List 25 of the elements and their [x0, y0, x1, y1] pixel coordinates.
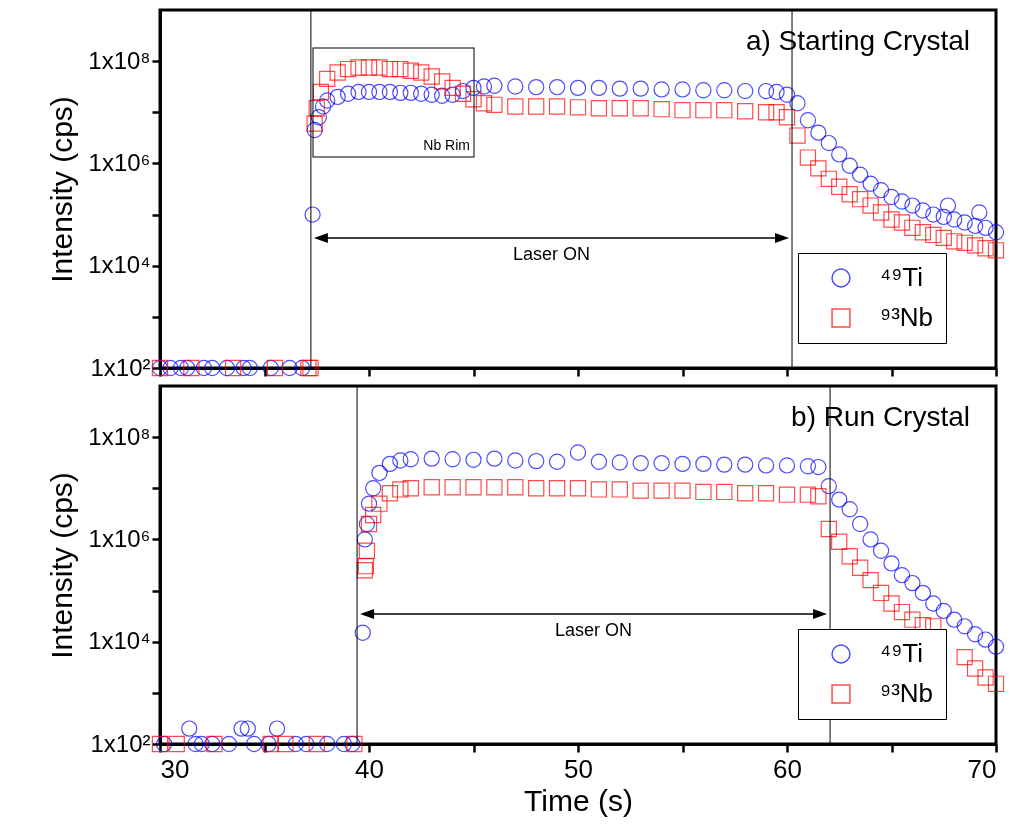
annotation: b) Run Crystal: [791, 401, 970, 432]
legend-label: ⁹³Nb: [880, 302, 934, 332]
y-tick-label: 1x10⁴: [88, 627, 151, 655]
y-tick-label: 1x10⁴: [88, 251, 151, 279]
x-tick-label: 60: [773, 753, 802, 784]
x-tick-label: 50: [564, 753, 593, 784]
x-tick-label: 70: [967, 753, 997, 784]
annotation: Nb Rim: [423, 137, 470, 153]
y-tick-label: 1x10⁸: [88, 46, 151, 74]
x-tick-label: 40: [355, 753, 384, 784]
annotation: a) Starting Crystal: [745, 25, 970, 56]
y-tick-label: 1x10²: [90, 353, 151, 381]
y-tick-label: 1x10⁸: [88, 422, 151, 450]
y-tick-label: 1x10²: [90, 729, 151, 757]
y-axis-title: Intensity (cps): [45, 472, 79, 659]
legend-label: ⁴⁹Ti: [880, 638, 923, 668]
annotation: Laser ON: [512, 244, 590, 264]
legend-label: ⁹³Nb: [880, 678, 934, 708]
y-axis-title: Intensity (cps): [45, 96, 79, 283]
legend-label: ⁴⁹Ti: [880, 262, 923, 292]
x-axis-title: Time (s): [524, 783, 633, 817]
x-tick-label: 30: [160, 753, 190, 784]
y-tick-label: 1x10⁶: [88, 524, 151, 552]
annotation: Laser ON: [555, 620, 633, 640]
y-tick-label: 1x10⁶: [88, 148, 151, 176]
